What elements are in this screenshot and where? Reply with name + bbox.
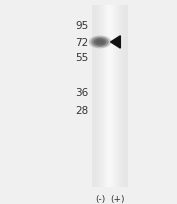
Bar xyxy=(113,6,114,187)
Text: 95: 95 xyxy=(75,20,88,30)
Bar xyxy=(103,6,104,187)
Text: 28: 28 xyxy=(75,106,88,116)
Bar xyxy=(127,6,128,187)
Text: (-): (-) xyxy=(95,194,105,203)
Bar xyxy=(94,6,95,187)
Bar xyxy=(97,6,98,187)
Bar xyxy=(126,6,127,187)
Bar xyxy=(101,6,102,187)
Bar xyxy=(122,6,123,187)
Bar xyxy=(123,6,124,187)
Text: (+): (+) xyxy=(110,194,125,203)
Ellipse shape xyxy=(96,40,104,45)
Bar xyxy=(110,6,111,187)
Bar xyxy=(106,6,107,187)
Text: 55: 55 xyxy=(75,53,88,63)
Bar xyxy=(107,6,108,187)
Polygon shape xyxy=(111,37,120,49)
Bar xyxy=(99,6,100,187)
Bar xyxy=(93,6,94,187)
Bar xyxy=(105,6,106,187)
Bar xyxy=(117,6,118,187)
Text: 72: 72 xyxy=(75,38,88,48)
Bar xyxy=(104,6,105,187)
Bar xyxy=(96,6,97,187)
Text: 36: 36 xyxy=(75,88,88,98)
Bar xyxy=(112,6,113,187)
Ellipse shape xyxy=(91,38,109,48)
Bar xyxy=(116,6,117,187)
Bar xyxy=(120,6,121,187)
Bar xyxy=(109,6,110,187)
Bar xyxy=(92,6,93,187)
Bar xyxy=(118,6,119,187)
Bar xyxy=(125,6,126,187)
Bar xyxy=(111,6,112,187)
Bar xyxy=(119,6,120,187)
Bar xyxy=(115,6,116,187)
Bar xyxy=(121,6,122,187)
Bar xyxy=(98,6,99,187)
Bar xyxy=(100,6,101,187)
Bar xyxy=(95,6,96,187)
Bar xyxy=(102,6,103,187)
Bar xyxy=(108,6,109,187)
Bar xyxy=(114,6,115,187)
Ellipse shape xyxy=(94,39,106,46)
Bar xyxy=(124,6,125,187)
Ellipse shape xyxy=(89,36,111,49)
